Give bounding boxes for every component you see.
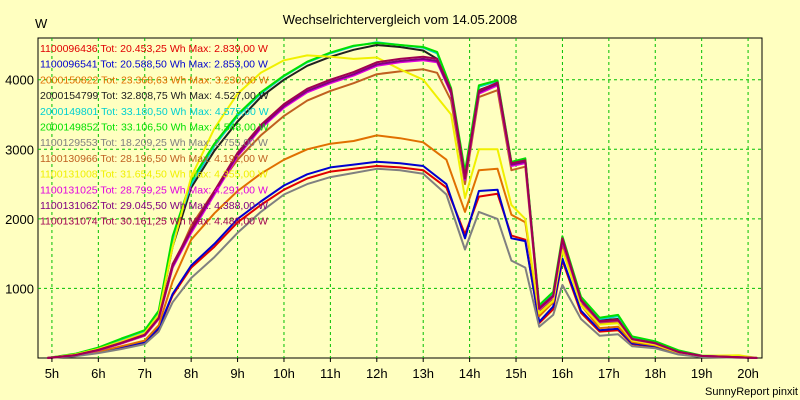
legend-entry: 2000149801 Tot: 33.180,50 Wh Max: 4.575,… <box>40 106 269 118</box>
chart-title: Wechselrichtervergleich vom 14.05.2008 <box>283 12 518 27</box>
y-tick-label: 1000 <box>5 281 34 296</box>
x-tick-label: 11h <box>320 366 341 381</box>
x-tick-label: 13h <box>412 366 434 381</box>
plot-area <box>37 37 763 359</box>
credit-label: SunnyReport pinxit <box>705 386 798 398</box>
legend-entry: 2000150822 Tot: 23.368,63 Wh Max: 3.230,… <box>40 74 269 86</box>
legend-entry: 1100131025 Tot: 28.799,25 Wh Max: 4.291,… <box>40 184 268 196</box>
legend-entry: 2000154799 Tot: 32.808,75 Wh Max: 4.527,… <box>40 90 269 102</box>
legend-entry: 1100131074 Tot: 30.161,25 Wh Max: 4.488,… <box>40 216 268 228</box>
legend-entry: 1100129553 Tot: 18.209,25 Wh Max: 2.755,… <box>40 137 268 149</box>
legend-entry: 1100131062 Tot: 29.045,50 Wh Max: 4.388,… <box>40 200 268 212</box>
legend-entry: 1100131008 Tot: 31.654,50 Wh Max: 4.355,… <box>40 169 268 181</box>
x-tick-label: 18h <box>644 366 666 381</box>
x-tick-label: 6h <box>91 366 105 381</box>
series-line <box>47 41 758 359</box>
x-tick-label: 20h <box>737 366 759 381</box>
x-tick-label: 8h <box>184 366 198 381</box>
legend-entry: 1100096436 Tot: 20.453,25 Wh Max: 2.839,… <box>40 43 268 55</box>
x-tick-label: 14h <box>459 366 481 381</box>
series-layer <box>47 41 758 359</box>
y-tick-label: 3000 <box>5 142 34 157</box>
x-tick-label: 9h <box>230 366 244 381</box>
x-tick-label: 12h <box>366 366 388 381</box>
legend-entry: 1100096541 Tot: 20.588,50 Wh Max: 2.853,… <box>40 59 268 71</box>
x-axis-ticks: 5h 6h 7h 8h 9h 10h 11h 12h 13h 14h 15h 16h 17h 18h 19h… <box>45 358 759 381</box>
x-tick-label: 5h <box>45 366 59 381</box>
series-line <box>47 55 758 359</box>
x-tick-label: 7h <box>138 366 152 381</box>
series-line <box>47 54 758 359</box>
y-tick-label: 4000 <box>5 73 34 88</box>
x-tick-label: 15h <box>505 366 527 381</box>
x-tick-label: 16h <box>552 366 574 381</box>
y-axis-ticks: 1000 2000 3000 4000 <box>5 73 34 297</box>
legend-entry: 1100130966 Tot: 28.196,50 Wh Max: 4.191,… <box>40 153 268 165</box>
y-axis-unit-label: W <box>35 16 48 31</box>
legend-entry: 2000149852 Tot: 33.106,50 Wh Max: 4.548,… <box>40 122 269 134</box>
y-tick-label: 2000 <box>5 212 34 227</box>
series-line <box>47 134 758 359</box>
x-tick-label: 10h <box>273 366 295 381</box>
legend: 1100096436 Tot: 20.453,25 Wh Max: 2.839,… <box>40 43 269 228</box>
series-line <box>47 167 758 359</box>
x-tick-label: 19h <box>691 366 713 381</box>
x-tick-label: 17h <box>598 366 620 381</box>
series-line <box>47 160 758 359</box>
grid-lines <box>38 38 762 358</box>
